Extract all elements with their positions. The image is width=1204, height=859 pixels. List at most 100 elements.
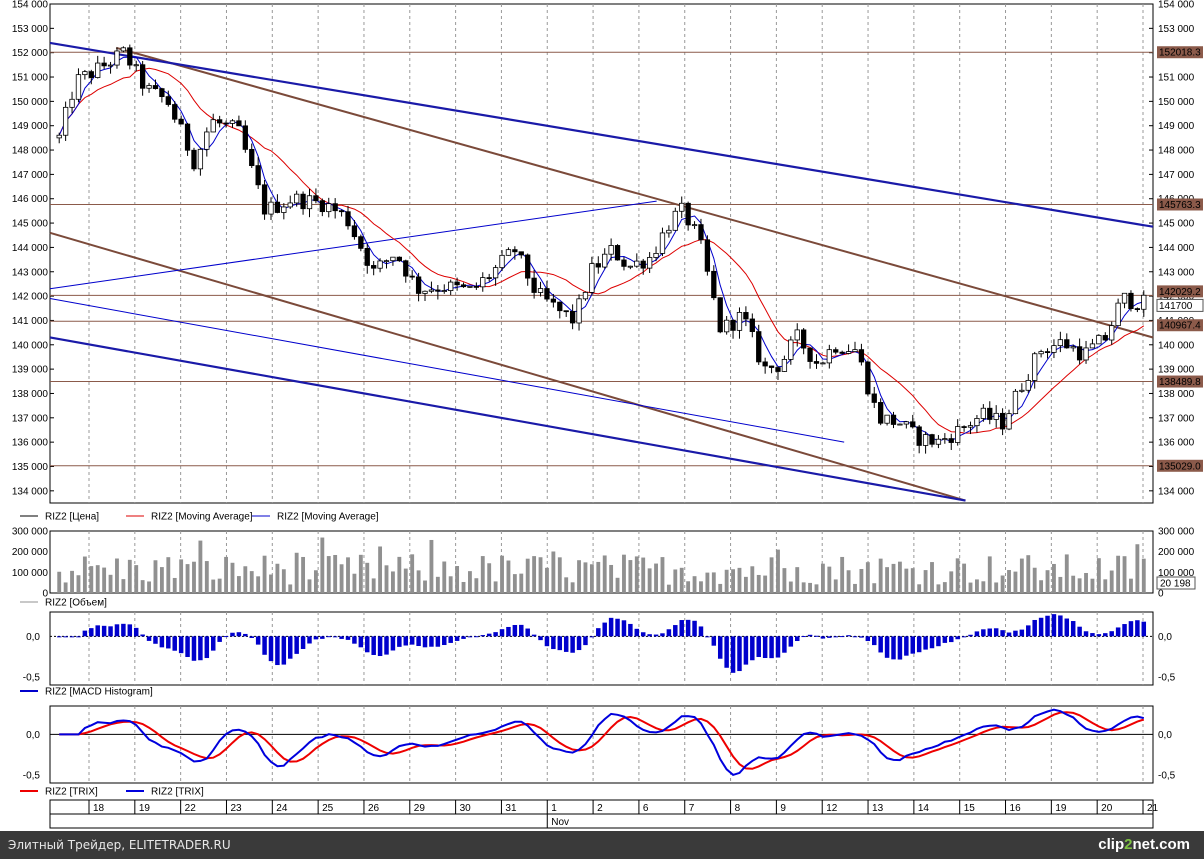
macd-bar: [185, 636, 190, 657]
macd-bar: [422, 636, 428, 648]
volume-bar: [602, 555, 607, 593]
volume-bar: [1026, 555, 1031, 593]
macd-bar: [512, 625, 518, 637]
candle-body: [1083, 347, 1089, 361]
candle-body: [717, 297, 723, 333]
date-label: 13: [872, 803, 884, 814]
price-tick-label-right: 153 000: [1158, 24, 1195, 35]
footer-site-name: Элитный Трейдер, ELITETRADER.RU: [8, 838, 231, 852]
candle-body: [974, 418, 980, 427]
macd-bar: [1038, 617, 1044, 637]
volume-bar: [1090, 578, 1095, 593]
volume-bar: [76, 575, 81, 593]
candle-body: [512, 249, 518, 253]
macd-bar: [557, 636, 563, 651]
panel-frame: [49, 705, 1154, 784]
date-label: 19: [1055, 803, 1067, 814]
candle-body: [730, 319, 736, 331]
candle-body: [845, 351, 852, 354]
macd-bar: [95, 625, 100, 637]
candle-body: [768, 365, 775, 368]
candle-body: [454, 281, 460, 286]
volume-bar: [538, 557, 543, 593]
volume-bar: [904, 568, 909, 593]
candle-body: [229, 120, 236, 124]
volume-bar: [102, 567, 107, 593]
price-tick-label-left: 150 000: [12, 97, 49, 108]
volume-bar: [570, 582, 575, 593]
price-tick-label-left: 136 000: [12, 438, 49, 449]
candle-body: [1141, 294, 1147, 310]
macd-bar: [1115, 627, 1121, 637]
candle-body: [473, 285, 480, 288]
candle-body: [184, 123, 191, 151]
macd-bar: [159, 636, 165, 648]
volume-bar: [365, 562, 370, 593]
volume-tick-label-right: 100 000: [1158, 568, 1195, 579]
volume-bar: [654, 563, 658, 593]
volume-bar: [731, 569, 735, 593]
volume-bar: [589, 564, 594, 593]
volume-bar: [115, 558, 119, 593]
volume-bar: [583, 562, 588, 593]
volume-bar: [217, 578, 222, 593]
volume-bar: [63, 582, 68, 593]
volume-bar: [545, 567, 549, 593]
volume-bar: [782, 568, 787, 593]
candle-body: [537, 288, 544, 293]
macd-bar: [210, 636, 216, 651]
candle-body: [460, 284, 467, 288]
macd-bar: [230, 632, 235, 637]
macd-bar: [968, 634, 973, 637]
volume-tick-label-left: 100 000: [12, 568, 49, 579]
price-tick-label-right: 154 000: [1158, 0, 1195, 11]
volume-bar: [975, 579, 979, 593]
candle-body: [242, 125, 248, 150]
volume-bar: [480, 556, 485, 593]
volume-bar: [634, 556, 639, 593]
trix-tick-label-left: 0,0: [26, 730, 40, 741]
macd-bar: [307, 636, 312, 644]
clip2net-logo: clip2net.com: [1098, 836, 1190, 853]
volume-bar: [609, 564, 614, 593]
volume-bar: [532, 556, 537, 593]
macd-bar: [717, 636, 723, 659]
macd-panel: 0,0 0,0 -0,5 -0,5 RIZ2 [MACD Histogram]: [20, 614, 1176, 698]
macd-bar: [859, 636, 864, 638]
macd-bar: [89, 628, 94, 637]
volume-bar: [872, 583, 877, 593]
legend-label: RIZ2 [MACD Histogram]: [45, 687, 153, 698]
date-label: 6: [643, 803, 649, 814]
macd-bar: [993, 628, 999, 637]
candle-body: [345, 211, 351, 227]
volume-bar: [820, 563, 825, 593]
price-tick-label-left: 152 000: [12, 48, 49, 59]
volume-bar: [243, 566, 248, 593]
trendline-blue: [49, 41, 1154, 228]
volume-bar: [750, 566, 755, 593]
date-label: 20: [1101, 803, 1113, 814]
macd-bar: [480, 635, 486, 637]
candle-body: [929, 434, 935, 445]
candle-body: [486, 277, 492, 279]
macd-bar: [1000, 630, 1005, 637]
date-label: 26: [368, 803, 380, 814]
price-tick-label-left: 146 000: [12, 194, 49, 205]
candle-body: [1064, 339, 1070, 349]
volume-bar: [686, 581, 691, 593]
macd-bar: [467, 636, 473, 638]
level-label-box: [1157, 285, 1203, 298]
volume-bar: [95, 565, 100, 593]
volume-bar: [808, 582, 812, 593]
level-label: 141700: [1159, 301, 1193, 312]
price-tick-label-right: 150 000: [1158, 97, 1195, 108]
candle-body: [319, 200, 325, 213]
macd-bar: [243, 633, 248, 637]
volume-bar: [108, 574, 113, 593]
date-label: 30: [460, 803, 472, 814]
candle-body: [595, 263, 601, 268]
panel-frame: [49, 611, 1154, 686]
macd-bar: [685, 619, 691, 637]
candle-body: [114, 50, 120, 66]
volume-bar: [339, 564, 344, 593]
